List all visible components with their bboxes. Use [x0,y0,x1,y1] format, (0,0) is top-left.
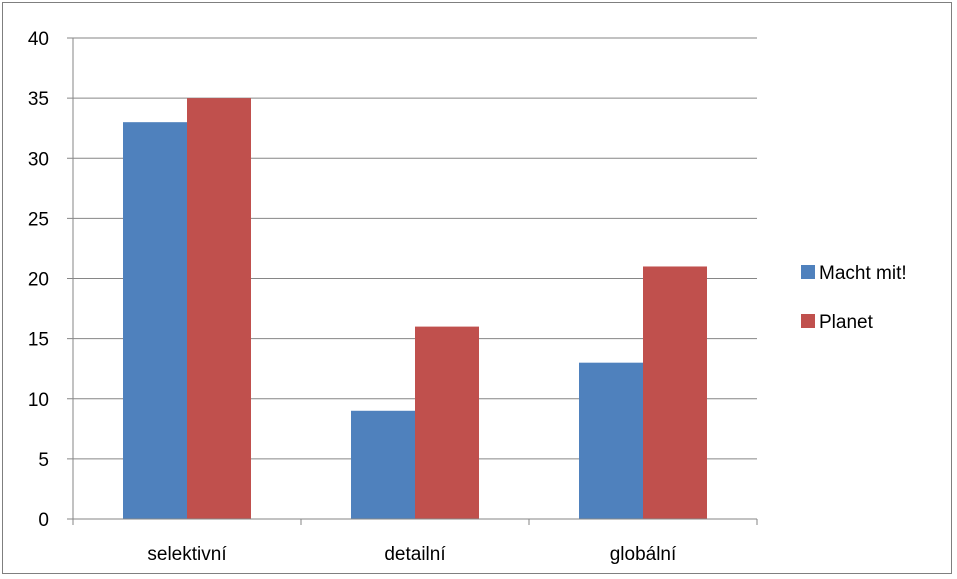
bar-planet-1 [415,326,479,519]
y-tick-label: 5 [38,450,49,471]
axes [67,37,758,525]
legend-swatch [801,314,815,328]
x-tick-label: globální [610,544,677,565]
y-tick-label: 15 [28,330,49,351]
y-tick-label: 30 [28,149,49,170]
legend-swatch [801,265,815,279]
bar-macht-mit-0 [123,122,187,520]
x-tick-label: detailní [384,544,446,565]
bar-planet-2 [643,266,707,519]
legend-label: Planet [819,312,874,333]
bar-planet-0 [187,98,251,519]
legend-label: Macht mit! [819,263,907,284]
bar-macht-mit-2 [579,362,643,519]
bar-macht-mit-1 [351,410,415,519]
y-tick-label: 35 [28,89,49,110]
y-tick-label: 0 [38,510,49,531]
bars [123,98,707,520]
legend: Macht mit! Planet [801,263,907,333]
y-tick-labels: 0 5 10 15 20 25 30 35 40 [28,29,49,531]
y-tick-label: 40 [28,29,49,50]
x-tick-label: selektivní [147,544,227,565]
y-tick-label: 20 [28,270,49,291]
y-tick-label: 25 [28,209,49,230]
x-tick-labels: selektivní detailní globální [147,544,677,565]
y-tick-label: 10 [28,390,49,411]
